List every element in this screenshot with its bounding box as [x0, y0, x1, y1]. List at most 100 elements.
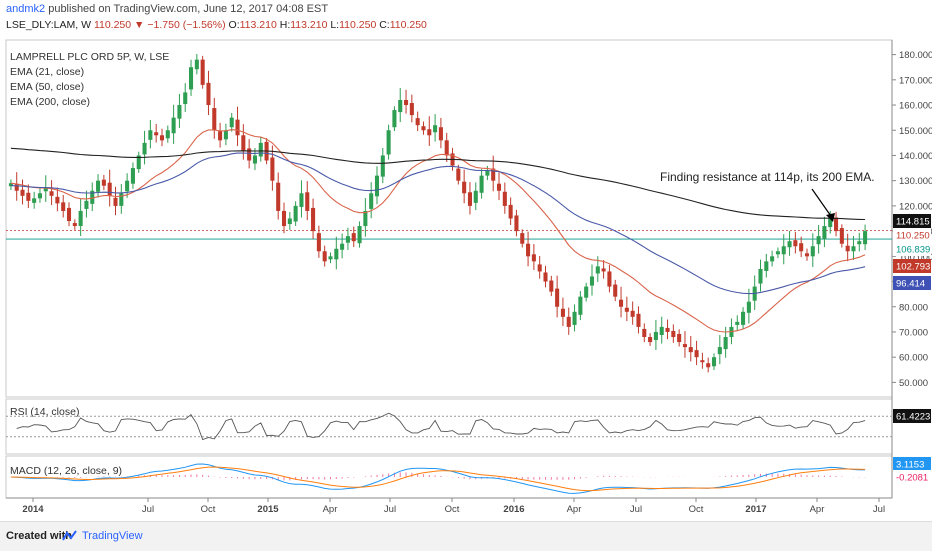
last-price: 110.250 — [93, 19, 132, 31]
candle-body — [595, 266, 600, 274]
y-tick-label: 140.000 — [899, 151, 932, 162]
candle-body — [113, 197, 118, 206]
ema-lines — [10, 129, 866, 333]
candle-body — [119, 193, 124, 206]
candle-body — [171, 117, 176, 134]
candle-body — [810, 246, 815, 257]
low-value: 110.250 — [339, 19, 377, 31]
y-tick-label: 160.000 — [899, 101, 932, 112]
candle-body — [154, 132, 159, 136]
candle-body — [764, 261, 769, 271]
candle-body — [26, 192, 31, 201]
x-tick-label: 2017 — [745, 504, 766, 515]
candle-body — [107, 182, 112, 196]
author-link[interactable]: andmk2 — [6, 3, 46, 15]
candle-body — [682, 344, 687, 348]
candle-body — [351, 233, 356, 242]
candle-body — [177, 105, 182, 119]
candle-body — [467, 192, 472, 206]
macd-pane — [10, 463, 866, 494]
x-tick-label: Jul — [873, 504, 885, 515]
candle-body — [374, 175, 380, 197]
candle-body — [462, 181, 467, 194]
macd-signal-value-badge: -0.2081 — [896, 473, 928, 484]
candle-body — [514, 215, 519, 232]
candle-body — [334, 248, 339, 260]
candle-body — [671, 330, 676, 338]
candle-body — [200, 59, 205, 85]
candle-body — [456, 168, 461, 181]
candle-body — [212, 108, 217, 131]
x-tick-label: 2015 — [257, 504, 279, 515]
tradingview-brand-link[interactable]: TradingView — [82, 530, 143, 542]
candle-body — [258, 142, 263, 157]
candle-body — [485, 170, 490, 176]
candle-body — [537, 264, 542, 272]
time-axis[interactable]: 2014 Jul Oct 2015 Apr Jul Oct 2016 Apr Jul Oct 2017… — [22, 498, 885, 515]
legend-ema50[interactable]: EMA (50, close) — [10, 81, 84, 93]
candle-body — [32, 198, 37, 203]
macd-signal-value-badge-bg — [893, 470, 931, 484]
legend-ema200[interactable]: EMA (200, close) — [10, 96, 90, 108]
candle-body — [101, 179, 106, 186]
candle-body — [316, 233, 321, 252]
candle-body — [845, 245, 850, 252]
candle-body — [793, 240, 798, 247]
macd-signal-line — [10, 466, 866, 492]
y-tick-label: 50.000 — [899, 378, 928, 389]
x-tick-label: Jul — [142, 504, 154, 515]
macd-value-badge-bg — [893, 457, 931, 471]
candle-body — [392, 110, 397, 128]
candle-body — [90, 190, 95, 204]
x-tick-label: Oct — [445, 504, 460, 515]
y-tick-label: 180.000 — [899, 50, 932, 61]
candle-body — [305, 192, 310, 211]
candle-body — [49, 191, 54, 196]
candle-body — [839, 228, 844, 244]
candle-body — [741, 311, 746, 325]
y-tick-label: 80.000 — [899, 302, 928, 313]
created-with-text: Created with — [6, 530, 73, 542]
rsi-pane — [6, 412, 892, 441]
x-tick-label: Apr — [323, 504, 338, 515]
candle-body — [20, 189, 25, 196]
candle-body — [43, 188, 48, 192]
candle-body — [438, 127, 443, 141]
candle-body — [520, 233, 525, 244]
x-tick-label: Apr — [567, 504, 582, 515]
candle-body — [665, 327, 670, 332]
legend-ema21[interactable]: EMA (21, close) — [10, 66, 84, 78]
low-label: L: — [330, 19, 340, 31]
candle-body — [863, 231, 868, 245]
candle-body — [241, 135, 246, 151]
candle-body — [531, 254, 536, 262]
candle-body — [247, 148, 252, 161]
candle-body — [636, 313, 641, 327]
candle-body — [281, 210, 287, 227]
candle-body — [415, 118, 420, 126]
support-value-badge: 106.839 — [896, 245, 930, 256]
candle-body — [130, 168, 135, 184]
ema50-value-badge-bg — [893, 276, 931, 290]
candle-body — [78, 210, 83, 227]
candle-body — [799, 243, 804, 252]
ema50-line — [10, 152, 866, 295]
candle-body — [345, 236, 350, 243]
x-tick-label: Oct — [689, 504, 704, 515]
candle-body — [223, 130, 228, 140]
x-tick-label: Apr — [810, 504, 825, 515]
price-chart[interactable]: 180.000 170.000 160.000 150.000 140.000 130.0… — [0, 0, 932, 522]
candle-body — [706, 363, 711, 368]
annotation-arrow — [811, 188, 834, 220]
y-tick-label: 100.000 — [899, 252, 932, 263]
candle-body — [398, 99, 403, 113]
annotation-text: Finding resistance at 114p, its 200 EMA. — [660, 170, 875, 184]
candle-body — [700, 360, 705, 363]
rsi-value-badge-bg — [893, 409, 931, 423]
candle-body — [479, 175, 484, 193]
ema21-line — [10, 129, 866, 333]
candle-body — [560, 308, 565, 317]
candle-body — [252, 155, 257, 164]
candle-body — [55, 196, 60, 204]
candle-body — [235, 119, 240, 136]
